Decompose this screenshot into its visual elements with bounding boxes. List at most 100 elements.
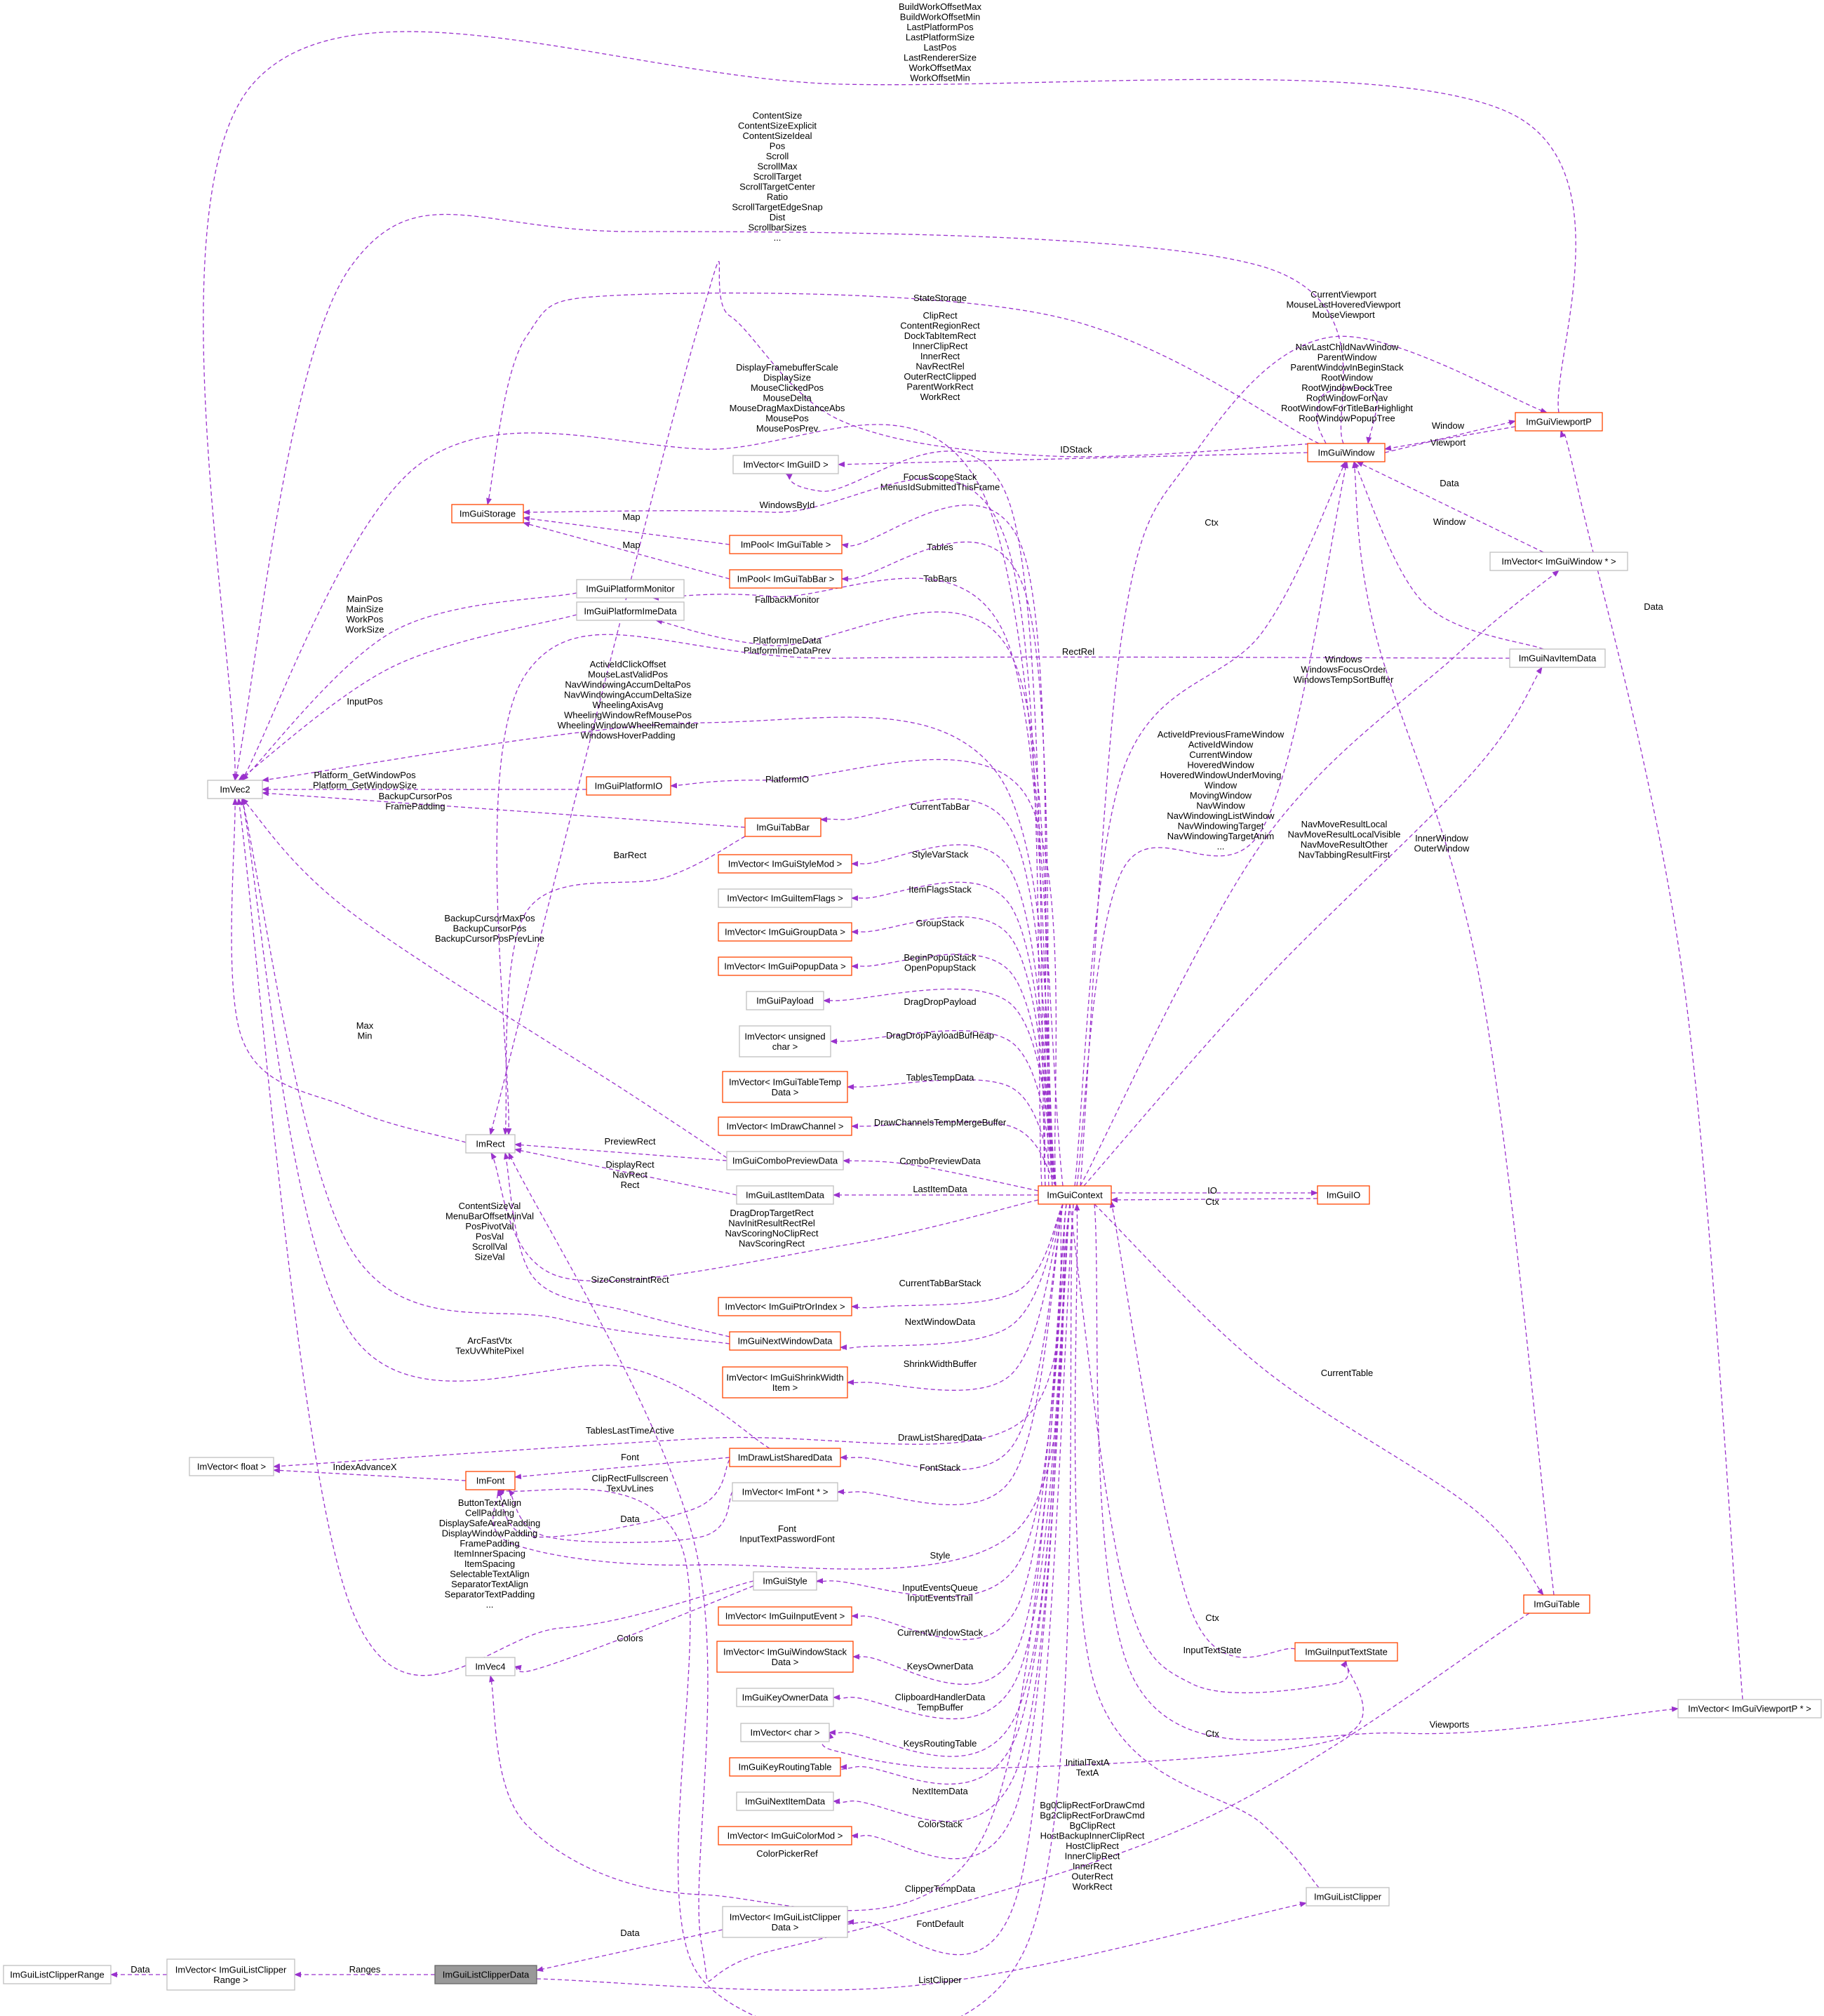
node-im-vector-item-flags[interactable]: ImVector< ImGuiItemFlags >	[718, 888, 852, 908]
edge-label-line: ListClipper	[918, 1975, 962, 1985]
node-box	[586, 776, 671, 796]
edge-im-rect-to-im-vec2: Max Min	[231, 798, 467, 1143]
edge-label-line: ActiveIdWindow	[1188, 740, 1254, 750]
node-im-draw-list-shared-data[interactable]: ImDrawListSharedData	[729, 1448, 841, 1467]
edge-line	[1560, 429, 1743, 1700]
edge-label-line: InputEventsTrail	[907, 1593, 973, 1603]
node-im-vec2[interactable]: ImVec2	[207, 780, 263, 799]
node-im-vector-font-ptr[interactable]: ImVector< ImFont * >	[732, 1482, 838, 1502]
edge-label: ClipRectFullscreen TexUvLines	[591, 1473, 668, 1494]
edge-line	[847, 954, 1057, 1187]
edge-line	[1094, 1203, 1544, 1596]
node-im-gui-key-routing-table[interactable]: ImGuiKeyRoutingTable	[729, 1757, 841, 1777]
node-im-rect[interactable]: ImRect	[465, 1134, 516, 1154]
node-im-vector-ptr-or-index[interactable]: ImVector< ImGuiPtrOrIndex >	[718, 1297, 852, 1316]
node-box	[451, 504, 524, 523]
node-im-gui-tab-bar[interactable]: ImGuiTabBar	[744, 817, 822, 837]
node-im-gui-input-text-state[interactable]: ImGuiInputTextState	[1294, 1642, 1398, 1662]
node-im-gui-table[interactable]: ImGuiTable	[1523, 1594, 1590, 1614]
edge-line	[670, 759, 1057, 1187]
edge-im-gui-context-to-im-vector-style-mod: StyleVarStack	[847, 844, 1057, 1187]
node-im-pool-table[interactable]: ImPool< ImGuiTable >	[729, 535, 843, 554]
node-label-line: ImVector< ImGuiPopupData >	[724, 961, 845, 972]
node-label: ImGuiTable	[1534, 1599, 1580, 1610]
node-im-vector-table-temp[interactable]: ImVector< ImGuiTableTemp Data >	[722, 1071, 848, 1103]
edge-im-gui-next-window-data-to-im-vec2: ContentSizeVal MenuBarOffsetMinVal PosPivo…	[241, 798, 730, 1344]
node-label-line: ImGuiLastItemData	[746, 1190, 825, 1201]
node-im-gui-next-item-data[interactable]: ImGuiNextItemData	[736, 1791, 834, 1811]
edge-im-gui-context-to-im-gui-next-item-data: NextItemData	[830, 1203, 1071, 1822]
node-im-gui-platform-ime-data[interactable]: ImGuiPlatformImeData	[576, 601, 685, 621]
node-im-vector-clipper-range[interactable]: ImVector< ImGuiListClipper Range >	[166, 1958, 295, 1991]
edge-im-gui-combo-preview-data-to-im-rect: PreviewRect	[514, 1136, 727, 1161]
edge-label-line: Font	[621, 1452, 639, 1462]
node-im-pool-tab-bar[interactable]: ImPool< ImGuiTabBar >	[729, 569, 843, 589]
node-im-vector-clipper-data[interactable]: ImVector< ImGuiListClipper Data >	[722, 1906, 848, 1938]
edge-label-line: WorkRect	[920, 392, 960, 402]
node-im-gui-platform-monitor[interactable]: ImGuiPlatformMonitor	[576, 579, 685, 599]
node-label: ImGuiNextWindowData	[737, 1336, 833, 1347]
node-im-vector-float[interactable]: ImVector< float >	[189, 1457, 274, 1476]
edge-label-line: MouseLastHoveredViewport	[1286, 300, 1400, 310]
node-im-gui-list-clipper-range[interactable]: ImGuiListClipperRange	[3, 1965, 112, 1984]
node-label: ImGuiPlatformMonitor	[586, 584, 675, 594]
edge-label: NavMoveResultLocal NavMoveResultLocalVisi…	[1288, 819, 1401, 860]
edge-im-gui-context-to-im-vector-color-mod: ColorStack	[847, 1203, 1071, 1860]
edge-label-line: ScrollTarget	[753, 171, 802, 182]
node-box	[753, 1571, 817, 1591]
node-label-line: ImVector< ImGuiWindow * >	[1501, 556, 1616, 567]
node-im-gui-io[interactable]: ImGuiIO	[1317, 1185, 1370, 1205]
edge-label-line: HoveredWindowUnderMoving	[1160, 770, 1282, 780]
node-im-gui-next-window-data[interactable]: ImGuiNextWindowData	[729, 1331, 841, 1351]
edge-im-vector-font-ptr-to-im-font: Data	[508, 1489, 733, 1543]
edge-im-gui-context-to-im-gui-table: CurrentTable	[1094, 1203, 1544, 1596]
node-box	[166, 1958, 295, 1991]
node-im-vector-uchar[interactable]: ImVector< unsigned char >	[739, 1025, 831, 1057]
edge-label-line: FallbackMonitor	[755, 594, 819, 605]
node-im-vector-popup-data[interactable]: ImVector< ImGuiPopupData >	[718, 956, 852, 976]
node-im-vector-style-mod[interactable]: ImVector< ImGuiStyleMod >	[718, 854, 852, 874]
node-im-gui-style[interactable]: ImGuiStyle	[753, 1571, 817, 1591]
node-im-gui-platform-io[interactable]: ImGuiPlatformIO	[586, 776, 671, 796]
node-im-vector-window-stack[interactable]: ImVector< ImGuiWindowStack Data >	[716, 1641, 854, 1673]
edge-label-line: LastPos	[924, 42, 957, 53]
node-im-font[interactable]: ImFont	[465, 1471, 516, 1490]
node-im-gui-key-owner-data[interactable]: ImGuiKeyOwnerData	[736, 1688, 834, 1707]
node-box	[722, 1071, 848, 1103]
node-im-vector-shrink-width[interactable]: ImVector< ImGuiShrinkWidth Item >	[722, 1366, 848, 1398]
node-im-gui-window[interactable]: ImGuiWindow	[1307, 443, 1386, 462]
node-im-vector-viewport-ptr[interactable]: ImVector< ImGuiViewportP * >	[1677, 1699, 1822, 1718]
node-im-gui-viewport-p[interactable]: ImGuiViewportP	[1515, 412, 1603, 432]
node-im-vector-color-mod[interactable]: ImVector< ImGuiColorMod >	[718, 1826, 852, 1845]
edge-label-line: BackupCursorPos	[453, 923, 527, 934]
edge-label-line: ItemInnerSpacing	[454, 1549, 525, 1559]
node-label: ImDrawListSharedData	[738, 1453, 833, 1463]
edge-label: PreviewRect	[605, 1136, 656, 1147]
node-im-gui-list-clipper[interactable]: ImGuiListClipper	[1306, 1887, 1390, 1907]
node-im-gui-payload[interactable]: ImGuiPayload	[746, 991, 824, 1010]
edge-im-gui-context-to-im-vector-float: TablesLastTimeActive	[273, 1203, 1064, 1469]
node-im-vector-draw-channel[interactable]: ImVector< ImDrawChannel >	[718, 1116, 852, 1136]
node-im-gui-context[interactable]: ImGuiContext	[1038, 1185, 1112, 1205]
edge-line	[847, 1203, 1067, 1685]
node-im-gui-nav-item-data[interactable]: ImGuiNavItemData	[1509, 648, 1606, 668]
node-im-vector-im-gui-id[interactable]: ImVector< ImGuiID >	[732, 455, 839, 474]
edge-im-gui-context-to-im-vector-group-data: GroupStack	[847, 916, 1057, 1187]
edge-im-gui-context-to-im-vector-popup-data: BeginPopupStack OpenPopupStack	[847, 952, 1057, 1187]
node-label: ImGuiListClipper	[1314, 1892, 1382, 1902]
node-im-vector-char[interactable]: ImVector< char >	[740, 1723, 830, 1742]
edge-label-line: DrawChannelsTempMergeBuffer	[874, 1117, 1007, 1128]
node-im-vector-input-event[interactable]: ImVector< ImGuiInputEvent >	[718, 1606, 852, 1626]
node-im-vector-window-ptr[interactable]: ImVector< ImGuiWindow * >	[1489, 552, 1628, 571]
edge-im-gui-context-to-im-font: FontDefault	[497, 1203, 1074, 2016]
node-im-gui-storage[interactable]: ImGuiStorage	[451, 504, 524, 523]
node-im-gui-last-item-data[interactable]: ImGuiLastItemData	[736, 1185, 834, 1205]
node-label-line: ImVector< ImGuiWindowStack	[723, 1646, 847, 1657]
node-im-vec4[interactable]: ImVec4	[465, 1657, 516, 1676]
edge-label-line: IO	[1207, 1185, 1217, 1196]
node-im-gui-combo-preview-data[interactable]: ImGuiComboPreviewData	[726, 1151, 844, 1170]
edge-label-line: CurrentTable	[1321, 1368, 1373, 1378]
node-box	[3, 1965, 112, 1984]
edge-label-line: InnerRect	[920, 351, 960, 361]
node-im-vector-group-data[interactable]: ImVector< ImGuiGroupData >	[718, 922, 852, 942]
